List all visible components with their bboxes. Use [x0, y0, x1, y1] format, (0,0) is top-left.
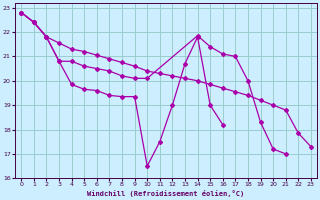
X-axis label: Windchill (Refroidissement éolien,°C): Windchill (Refroidissement éolien,°C)	[87, 190, 245, 197]
